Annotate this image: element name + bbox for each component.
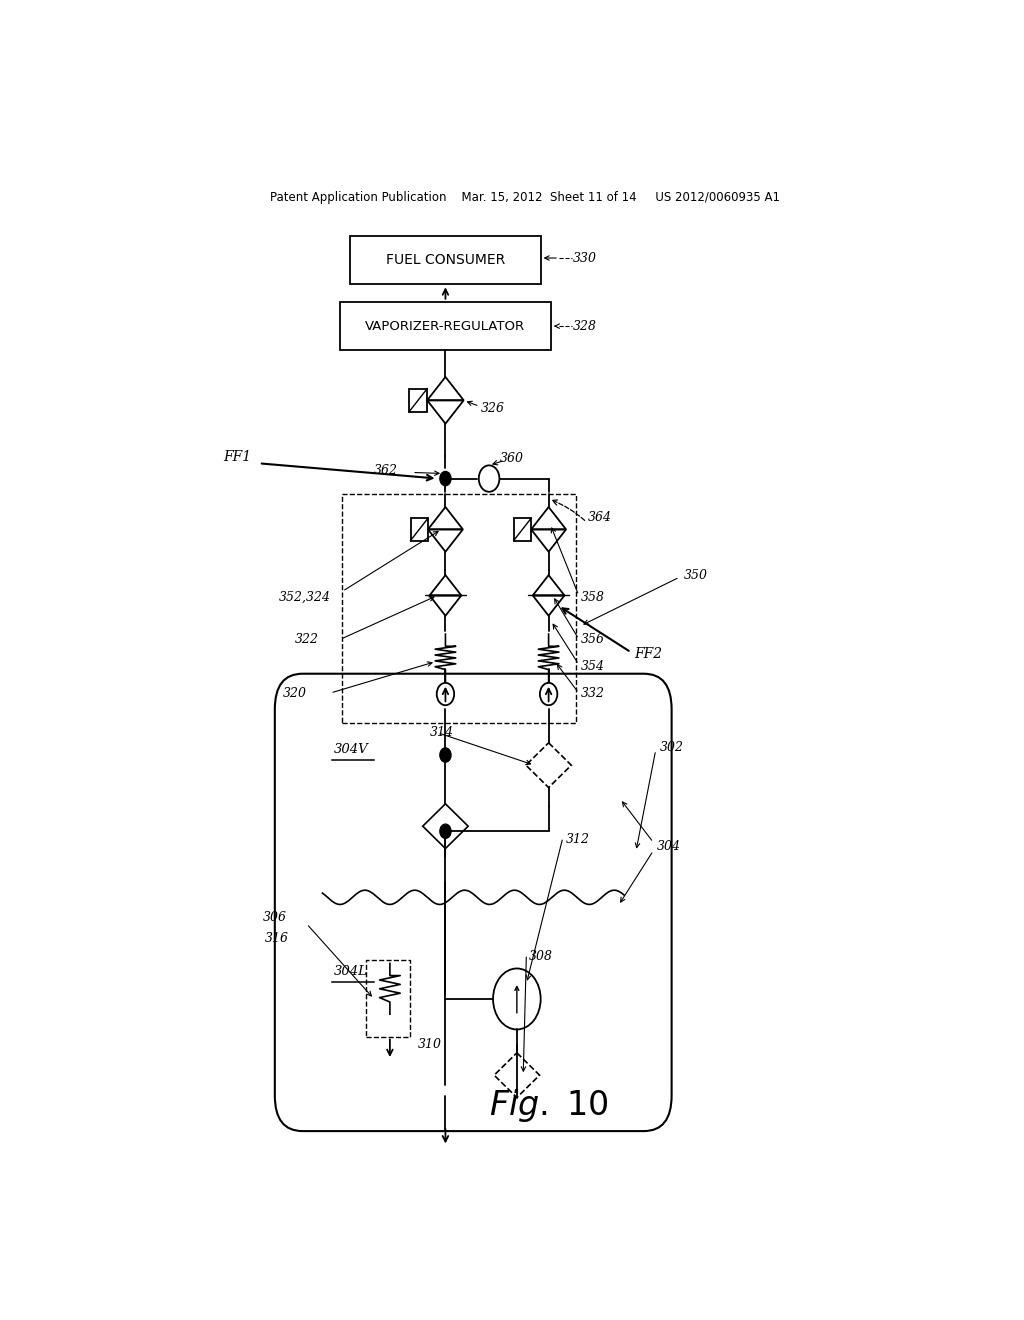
Text: 362: 362 bbox=[374, 463, 398, 477]
Bar bbox=[340, 302, 551, 351]
Text: FF2: FF2 bbox=[634, 647, 663, 661]
Text: 304V: 304V bbox=[334, 743, 369, 756]
Text: 328: 328 bbox=[572, 319, 596, 333]
Circle shape bbox=[440, 748, 451, 762]
Text: 330: 330 bbox=[572, 252, 596, 264]
Text: $\mathit{Fig.}\ \mathit{10}$: $\mathit{Fig.}\ \mathit{10}$ bbox=[488, 1088, 608, 1125]
Text: 332: 332 bbox=[581, 686, 604, 700]
Text: 350: 350 bbox=[684, 569, 708, 582]
Text: VAPORIZER-REGULATOR: VAPORIZER-REGULATOR bbox=[366, 319, 525, 333]
Text: 320: 320 bbox=[283, 686, 307, 700]
Text: FF1: FF1 bbox=[223, 450, 251, 465]
Text: 322: 322 bbox=[295, 632, 318, 645]
Text: 304L: 304L bbox=[334, 965, 369, 978]
Bar bbox=[367, 961, 410, 1036]
Text: 356: 356 bbox=[581, 632, 604, 645]
Bar bbox=[350, 236, 541, 284]
Circle shape bbox=[479, 466, 500, 492]
Text: 364: 364 bbox=[588, 511, 612, 524]
Text: 360: 360 bbox=[500, 451, 523, 465]
Text: 310: 310 bbox=[418, 1039, 441, 1051]
Text: FUEL CONSUMER: FUEL CONSUMER bbox=[386, 253, 505, 267]
Text: Patent Application Publication    Mar. 15, 2012  Sheet 11 of 14     US 2012/0060: Patent Application Publication Mar. 15, … bbox=[269, 190, 780, 203]
Text: 304: 304 bbox=[657, 840, 681, 853]
Circle shape bbox=[440, 824, 451, 838]
Text: 312: 312 bbox=[566, 833, 590, 846]
Text: 326: 326 bbox=[481, 401, 505, 414]
Bar bbox=[342, 494, 577, 722]
Bar bbox=[514, 519, 531, 541]
Text: 302: 302 bbox=[659, 742, 684, 755]
Circle shape bbox=[540, 682, 557, 705]
Text: 354: 354 bbox=[581, 660, 604, 673]
Text: 352,324: 352,324 bbox=[279, 591, 331, 605]
Text: 358: 358 bbox=[581, 591, 604, 605]
Text: 316: 316 bbox=[264, 932, 289, 945]
Text: 306: 306 bbox=[263, 911, 287, 924]
Bar bbox=[411, 519, 428, 541]
Text: 308: 308 bbox=[528, 950, 553, 962]
Circle shape bbox=[436, 682, 455, 705]
Bar bbox=[409, 388, 427, 412]
Text: 314: 314 bbox=[430, 726, 454, 739]
Circle shape bbox=[440, 471, 451, 486]
